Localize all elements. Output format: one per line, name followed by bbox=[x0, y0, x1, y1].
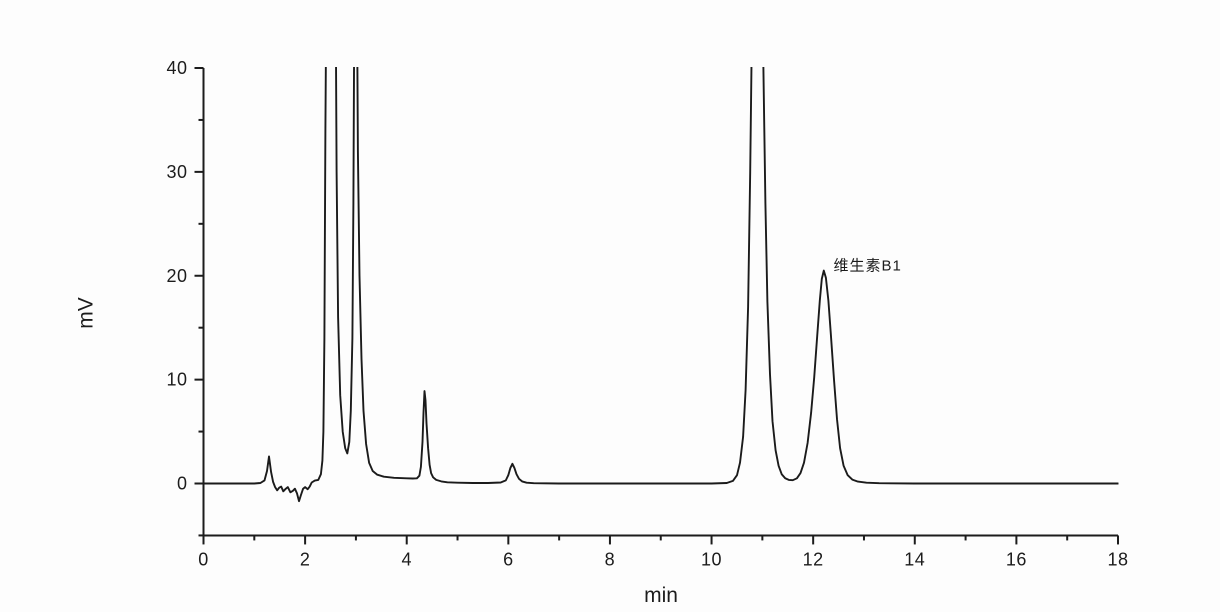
x-tick-label: 16 bbox=[1006, 549, 1027, 569]
x-tick-label: 6 bbox=[503, 549, 514, 569]
x-tick-label: 8 bbox=[605, 549, 616, 569]
y-tick-label: 40 bbox=[166, 58, 187, 78]
peak-annotation: 维生素B1 bbox=[834, 257, 902, 274]
x-tick-label: 2 bbox=[300, 549, 311, 569]
x-tick-label: 18 bbox=[1107, 549, 1128, 569]
x-tick-label: 10 bbox=[701, 549, 722, 569]
x-tick-label: 4 bbox=[401, 549, 412, 569]
y-axis-title: mV bbox=[75, 297, 98, 329]
y-tick-label: 20 bbox=[166, 266, 187, 286]
y-tick-label: 0 bbox=[177, 474, 188, 494]
y-tick-label: 30 bbox=[166, 162, 187, 182]
x-axis-title: min bbox=[644, 584, 678, 607]
x-tick-label: 12 bbox=[803, 549, 824, 569]
y-tick-label: 10 bbox=[166, 370, 187, 390]
chromatogram-trace bbox=[203, 67, 1119, 503]
x-tick-label: 0 bbox=[198, 549, 209, 569]
x-tick-label: 14 bbox=[904, 549, 925, 569]
